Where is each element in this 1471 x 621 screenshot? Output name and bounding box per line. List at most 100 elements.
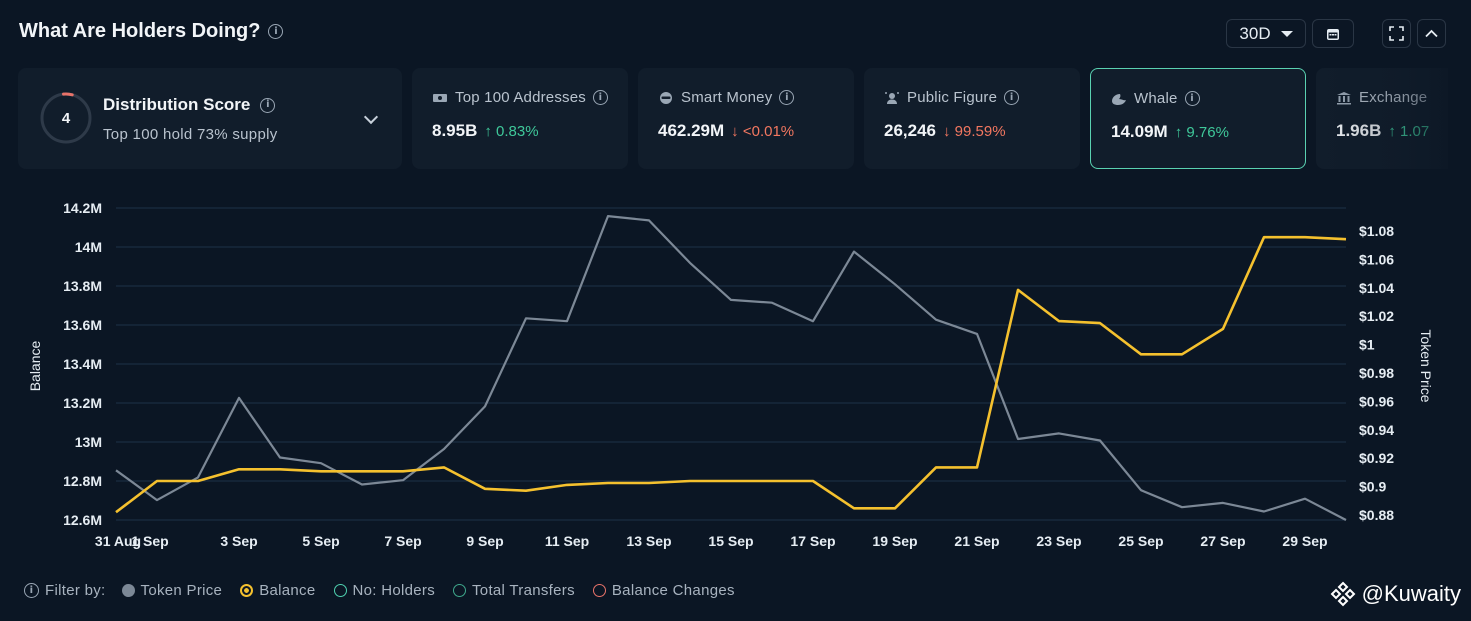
card-change-value: <0.01% [742,122,795,140]
card-top-100-addresses[interactable]: Top 100 Addresses i 8.95B ↑ 0.83% [412,68,628,169]
y2-tick-label: $0.92 [1359,450,1394,466]
cash-icon [433,93,447,102]
legend-dot-icon [592,584,606,597]
arrow-up-icon: ↑ [1388,122,1396,140]
card-smart-money[interactable]: Smart Money i 462.29M ↓ <0.01% [638,68,854,169]
card-change-value: 9.76% [1186,123,1229,141]
card-change-value: 99.59% [954,122,1006,140]
y2-tick-label: $1.02 [1359,308,1394,324]
card-public-figure[interactable]: Public Figure i 26,246 ↓ 99.59% [864,68,1080,169]
y2-tick-label: $0.96 [1359,393,1394,409]
y2-tick-label: $1.06 [1359,251,1394,267]
distribution-score-card[interactable]: 4 Distribution Score i Top 100 hold 73% … [18,68,402,169]
y-axis-left: 14.2M 14M 13.8M 13.6M 13.4M 13.2M 13M 12.8M 12.6… [63,200,102,528]
legend-label: Total Transfers [472,582,575,599]
y-tick-label: 13.8M [63,278,102,294]
y2-tick-label: $1 [1359,337,1375,353]
public-figure-icon [885,91,899,104]
holders-chart: 14.2M 14M 13.8M 13.6M 13.4M 13.2M 13M 12.8M 12.6… [27,200,1434,549]
card-change-value: 1.07 [1400,122,1430,140]
y-axis-right: $1.08 $1.06 $1.04 $1.02 $1 $0.98 $0.96 $0.94 $0.… [1359,223,1394,523]
card-label: Top 100 Addresses [455,89,586,106]
arrow-down-icon: ↓ [943,122,951,140]
x-tick-label: 17 Sep [790,533,835,549]
calendar-button[interactable] [1312,19,1354,48]
card-label: Exchange [1359,89,1428,106]
chevron-down-icon[interactable] [363,109,379,125]
y-tick-label: 13M [75,434,102,450]
card-exchange[interactable]: Exchange 1.96B ↑ 1.07 [1316,68,1448,169]
filter-label: Filter by: [45,582,106,599]
fullscreen-button[interactable] [1382,19,1411,48]
page-title-text: What Are Holders Doing? [19,20,261,42]
info-icon[interactable]: i [260,97,276,113]
x-tick-label: 25 Sep [1118,533,1163,549]
x-tick-label: 5 Sep [302,533,339,549]
chart-grid [116,207,1346,521]
period-value: 30D [1239,23,1271,43]
card-change: ↓ 99.59% [943,123,1006,140]
x-tick-label: 23 Sep [1036,533,1081,549]
x-tick-label: 11 Sep [545,533,589,549]
chart-series [115,214,1347,521]
legend-filter-label: i Filter by: [24,582,106,599]
card-label: Public Figure [907,89,998,106]
toolbar: 30D [1226,19,1446,48]
x-tick-label: 21 Sep [954,533,999,549]
y2-tick-label: $0.98 [1359,365,1394,381]
legend-item[interactable]: Token Price [121,582,223,599]
card-change: ↑ 1.07 [1388,123,1429,140]
distribution-score-label: Distribution Score [103,95,251,114]
legend-dot-icon [453,584,466,597]
card-value: 26,246 [884,121,936,140]
legend-item[interactable]: Balance Changes [592,582,735,599]
y2-tick-label: $0.94 [1359,422,1394,438]
distribution-score-value: 4 [62,110,71,127]
legend-label: Balance Changes [611,582,735,599]
y2-tick-label: $1.04 [1359,280,1394,296]
legend-item[interactable]: Balance [240,582,315,599]
arrow-up-icon: ↑ [484,122,492,140]
x-tick-label: 15 Sep [708,533,753,549]
series-line-balance [115,235,1347,514]
card-change: ↑ 9.76% [1175,124,1229,141]
card-value: 14.09M [1111,122,1168,141]
card-label: Whale [1134,90,1178,107]
legend-dot-icon [240,584,254,597]
x-tick-label: 1 Sep [131,533,168,549]
info-icon[interactable]: i [1004,90,1020,105]
legend-item[interactable]: No: Holders [333,582,436,599]
legend-item[interactable]: Total Transfers [453,582,575,599]
smart-money-icon [660,91,672,104]
chart-legend: i Filter by: Token Price Balance No: Holde… [24,582,735,599]
card-value: 8.95B [432,121,478,140]
period-select[interactable]: 30D [1226,19,1306,48]
collapse-button[interactable] [1417,19,1446,48]
arrow-down-icon: ↓ [731,122,739,140]
calendar-icon [1327,28,1339,40]
card-whale[interactable]: Whale i 14.09M ↑ 9.76% [1090,68,1306,169]
caret-down-icon [1280,30,1293,37]
y-tick-label: 12.8M [63,473,102,489]
card-fade-overlay [1316,68,1448,169]
info-icon[interactable]: i [593,90,608,105]
watermark: @Kuwaity [1330,581,1461,607]
info-icon[interactable]: i [779,90,795,105]
x-tick-label: 31 Aug [95,533,141,549]
chevron-up-icon [1425,29,1438,38]
holder-cards: 4 Distribution Score i Top 100 hold 73% … [18,68,1448,169]
info-icon[interactable]: i [1184,91,1200,106]
y2-tick-label: $0.9 [1359,479,1386,495]
y-tick-label: 12.6M [63,512,102,528]
info-icon[interactable]: i [24,583,39,598]
score-ring: 4 [40,92,92,144]
legend-dot-icon [333,584,347,597]
series-line-token-price [115,214,1347,521]
distribution-score-title: Distribution Score i [103,95,276,115]
y-tick-label: 14M [75,239,102,255]
y2-tick-label: $0.88 [1359,507,1394,523]
x-tick-label: 7 Sep [384,533,421,549]
info-icon[interactable]: i [268,24,284,39]
legend-label: Balance [259,582,316,599]
